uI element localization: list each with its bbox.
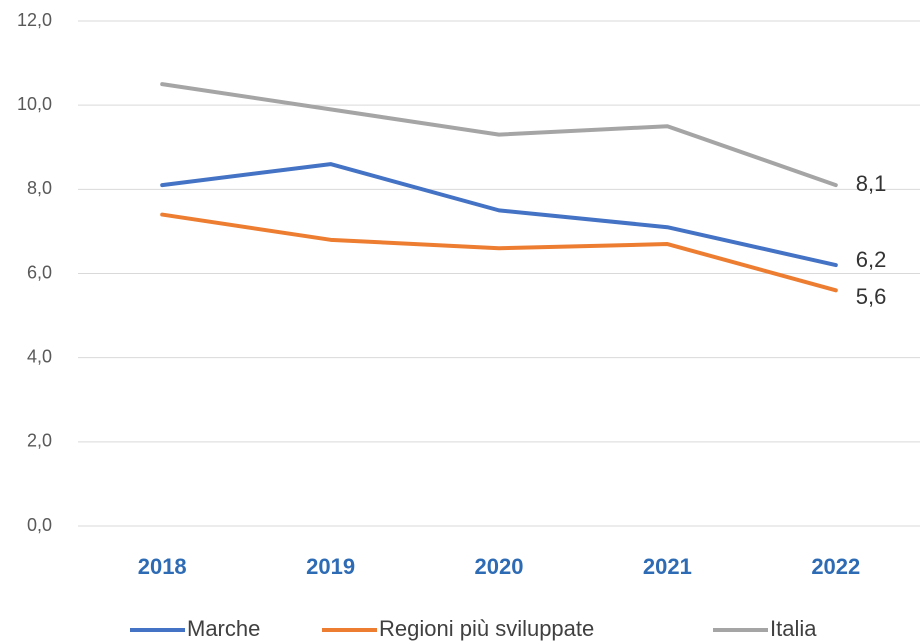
legend-label: Italia [770,616,817,641]
x-tick-label: 2021 [643,554,692,579]
y-tick-label: 2,0 [27,431,52,451]
y-tick-label: 0,0 [27,515,52,535]
y-tick-label: 8,0 [27,178,52,198]
series-line [160,82,838,188]
data-label: 5,6 [856,284,887,309]
series-line [160,162,838,268]
y-tick-label: 10,0 [17,94,52,114]
y-tick-label: 4,0 [27,346,52,366]
legend-label: Marche [187,616,260,641]
legend-label: Regioni più sviluppate [379,616,594,641]
data-label: 8,1 [856,171,887,196]
data-label: 6,2 [856,247,887,272]
y-tick-label: 6,0 [27,262,52,282]
series-line [160,212,838,293]
y-tick-label: 12,0 [17,10,52,30]
x-tick-label: 2019 [306,554,355,579]
x-tick-label: 2022 [811,554,860,579]
x-tick-label: 2018 [138,554,187,579]
x-tick-label: 2020 [475,554,524,579]
